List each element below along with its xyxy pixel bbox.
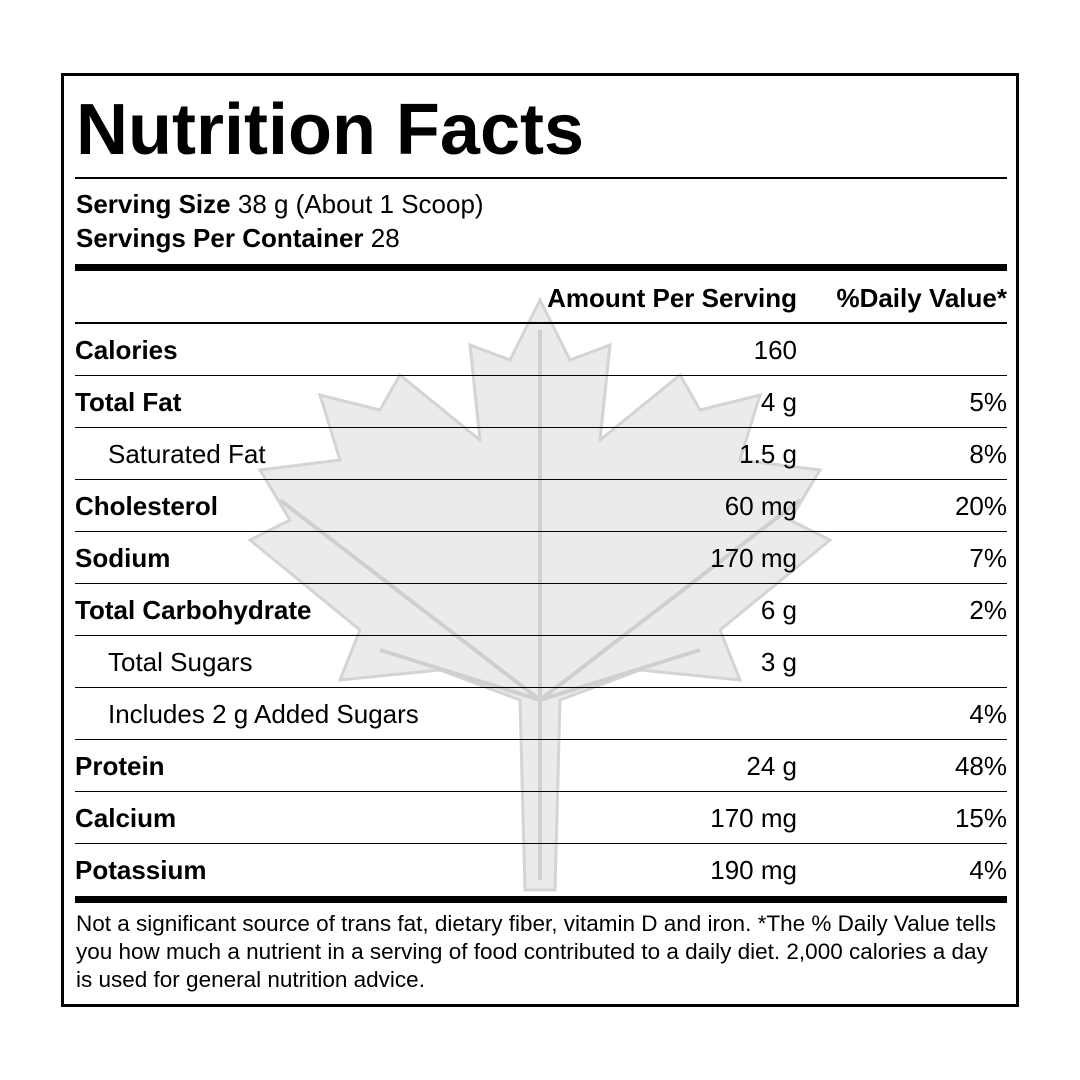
nutrient-name: Calories <box>75 335 178 365</box>
daily-value: 2% <box>969 595 1007 625</box>
nutrient-row: Includes 2 g Added Sugars 4% <box>75 688 1007 740</box>
nutrient-name: Protein <box>75 751 165 781</box>
value: 38 g (About 1 Scoop) <box>237 189 484 219</box>
nutrient-name: Total Carbohydrate <box>75 595 312 625</box>
nutrient-row: Cholesterol 60 mg 20% <box>75 480 1007 532</box>
daily-value: 15% <box>954 803 1007 833</box>
daily-value: 4% <box>969 855 1007 885</box>
rule <box>75 739 1007 740</box>
nutrient-row: Total Carbohydrate 6 g 2% <box>75 584 1007 636</box>
daily-value: 8% <box>969 439 1007 469</box>
nutrient-row: Total Fat 4 g 5% <box>75 376 1007 428</box>
thick-rule <box>75 896 1007 903</box>
daily-value: 4% <box>969 699 1007 729</box>
nutrient-name: Saturated Fat <box>108 439 266 469</box>
nutrition-label: Nutrition Facts Serving Size 38 g (About… <box>61 73 1019 1007</box>
rule <box>75 322 1007 324</box>
footnote: Not a significant source of trans fat, d… <box>76 911 997 992</box>
amount: 1.5 g <box>739 439 797 469</box>
daily-value: 5% <box>969 387 1007 417</box>
rule <box>75 375 1007 376</box>
dv-header: %Daily Value* <box>836 283 1007 313</box>
serving-size: Serving Size 38 g (About 1 Scoop) <box>76 188 484 220</box>
nutrient-row: Potassium 190 mg 4% <box>75 844 1007 896</box>
rule <box>75 531 1007 532</box>
nutrient-name: Cholesterol <box>75 491 219 521</box>
rule <box>75 843 1007 844</box>
amount: 24 g <box>746 751 797 781</box>
maple-leaf-watermark <box>247 296 833 892</box>
rule <box>75 583 1007 584</box>
label: Serving Size <box>76 189 231 219</box>
rule <box>75 177 1007 179</box>
nutrient-row: Sodium 170 mg 7% <box>75 532 1007 584</box>
amount: 60 mg <box>724 491 797 521</box>
nutrient-name: Potassium <box>75 855 207 885</box>
nutrient-row: Calories 160 <box>75 324 1007 376</box>
nutrient-name: Includes 2 g Added Sugars <box>108 699 419 729</box>
amount: 6 g <box>760 595 797 625</box>
header-row: Amount Per Serving %Daily Value* <box>75 272 1007 324</box>
title: Nutrition Facts <box>76 90 585 170</box>
amount: 170 mg <box>710 543 797 573</box>
amount: 190 mg <box>710 855 797 885</box>
nutrient-row: Total Sugars 3 g <box>75 636 1007 688</box>
rule <box>75 427 1007 428</box>
rule <box>75 791 1007 792</box>
nutrient-name: Total Sugars <box>108 647 253 677</box>
label: Servings Per Container <box>76 223 364 253</box>
nutrient-name: Calcium <box>75 803 177 833</box>
thick-rule <box>75 264 1007 271</box>
nutrient-row: Calcium 170 mg 15% <box>75 792 1007 844</box>
nutrient-name: Total Fat <box>75 387 182 417</box>
amount: 170 mg <box>710 803 797 833</box>
servings-per-container: Servings Per Container 28 <box>76 222 400 254</box>
amount: 3 g <box>760 647 797 677</box>
nutrient-name: Sodium <box>75 543 171 573</box>
nutrient-row: Protein 24 g 48% <box>75 740 1007 792</box>
daily-value: 48% <box>954 751 1007 781</box>
nutrient-row: Saturated Fat 1.5 g 8% <box>75 428 1007 480</box>
daily-value: 20% <box>954 491 1007 521</box>
amount: 4 g <box>760 387 797 417</box>
rule <box>75 687 1007 688</box>
amount-header: Amount Per Serving <box>547 283 797 313</box>
rule <box>75 635 1007 636</box>
amount: 160 <box>753 335 797 365</box>
value: 28 <box>370 223 400 253</box>
rule <box>75 479 1007 480</box>
daily-value: 7% <box>969 543 1007 573</box>
